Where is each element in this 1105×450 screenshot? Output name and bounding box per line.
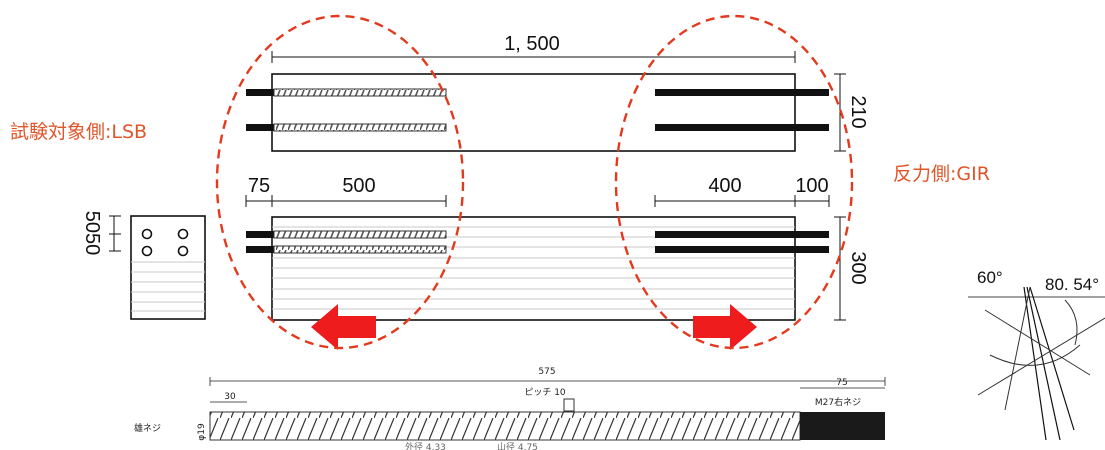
lsb-rod-side-2 — [273, 245, 447, 254]
side-view: 75 500 400 100 — [245, 175, 869, 350]
dim-label-500: 500 — [342, 175, 375, 197]
reaction-side-highlight — [614, 14, 854, 350]
cross-section-outline — [130, 215, 206, 320]
screw-length-label: 575 — [538, 367, 555, 377]
lsb-rod-side-1 — [273, 230, 447, 239]
screw-end-thread-label: M27右ネジ — [815, 396, 861, 408]
rod-hole — [177, 228, 189, 240]
dim-label-400: 400 — [708, 175, 741, 197]
dim-label-1500: 1, 500 — [504, 33, 560, 55]
screw-detail-drawing: 575 30 ピッチ 10 75 M27右ネジ 雄ネジ φ19 外径 4.33 … — [134, 367, 886, 450]
dim-label-300: 300 — [847, 251, 869, 284]
angle-ref-2 — [984, 309, 1091, 376]
gir-rod-side-1 — [655, 231, 829, 238]
lsb-rod-top-2 — [273, 123, 447, 132]
dim-label-210: 210 — [847, 95, 869, 128]
screw-pitch-label: ピッチ 10 — [524, 387, 566, 398]
gir-rod-top-1 — [655, 89, 829, 96]
lsb-rod-top-1 — [273, 88, 447, 97]
screw-end-length-label: 75 — [836, 378, 847, 388]
top-view: 1, 500 210 — [246, 33, 869, 152]
cross-section-laminations — [131, 261, 205, 312]
glulam-beam-top — [271, 73, 796, 152]
left-load-arrow — [311, 304, 376, 350]
right-load-arrow — [693, 304, 757, 350]
screw-name-label: 雄ネジ — [134, 422, 161, 434]
angle-arc — [989, 344, 1081, 366]
screw-end-thread — [800, 412, 885, 440]
lsb-rod-top-1-end — [246, 89, 274, 96]
rod-hole — [177, 245, 189, 257]
screw-diameter-label: φ19 — [197, 423, 207, 441]
reaction-side-label: 反力側:GIR — [893, 163, 990, 185]
angle-label-80: 80. 54° — [1045, 275, 1099, 294]
dim-label-5050: 5050 — [81, 211, 103, 256]
lsb-rod-top-2-end — [246, 124, 274, 131]
angle-ref-1 — [977, 317, 1105, 396]
thread-angle-detail: 60° 80. 54° — [968, 268, 1105, 441]
screw-lead-label: 30 — [224, 392, 236, 402]
screw-foot-label-2: 山径 4.75 — [497, 441, 538, 450]
test-side-highlight — [215, 14, 465, 350]
dim-label-100: 100 — [795, 175, 828, 197]
test-side-label: 試験対象側:LSB — [10, 121, 147, 143]
angle-ref-3 — [1004, 286, 1031, 411]
angle-blade-left — [1023, 286, 1047, 441]
angle-blade-mid — [1026, 286, 1061, 441]
lsb-rod-side-2-end — [246, 246, 274, 253]
rod-hole — [141, 245, 153, 257]
lsb-rod-side-1-end — [246, 231, 274, 238]
rod-hole — [141, 228, 153, 240]
pitch-marker — [563, 398, 575, 412]
cross-section-view: 5050 — [81, 211, 206, 320]
angle-arc-right — [1064, 299, 1078, 346]
gir-rod-top-2 — [655, 124, 829, 131]
angle-label-60: 60° — [977, 268, 1003, 287]
screw-foot-label-1: 外径 4.33 — [405, 441, 446, 450]
screw-shank — [209, 411, 801, 441]
angle-blade-right — [1029, 286, 1075, 431]
dim-label-75: 75 — [248, 175, 270, 197]
gir-rod-side-2 — [655, 246, 829, 253]
